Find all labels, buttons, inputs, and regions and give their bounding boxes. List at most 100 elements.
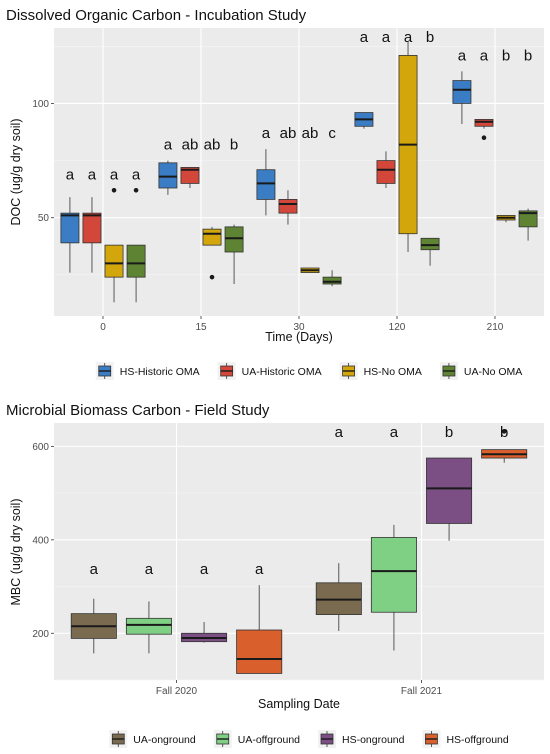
significance-letter: b <box>230 137 238 154</box>
boxplot <box>82 197 102 273</box>
legend-label: HS-Historic OMA <box>120 366 200 378</box>
box <box>202 228 222 246</box>
boxplot <box>354 112 374 129</box>
box <box>426 457 473 524</box>
significance-letter: a <box>382 29 391 46</box>
boxplot <box>300 267 320 273</box>
significance-letter: a <box>110 166 119 183</box>
boxplot <box>202 226 222 280</box>
boxplot <box>125 601 172 654</box>
legend-label: UA-offground <box>238 734 300 746</box>
outlier-point <box>133 187 139 193</box>
panel1-y-axis-title: DOC (ug/g dry soil) <box>9 119 23 226</box>
outlier-point <box>501 429 507 434</box>
boxplot <box>70 598 117 654</box>
legend-item: HS-offground <box>422 730 509 748</box>
boxplot <box>370 524 417 651</box>
significance-letter: b <box>500 424 508 441</box>
legend-label: HS-onground <box>342 734 405 746</box>
panel1-legend: HS-Historic OMA UA-Historic OMA HS-No OMA U… <box>95 362 522 380</box>
significance-letter: a <box>88 166 97 183</box>
boxplot <box>104 187 124 303</box>
x-tick-label: 30 <box>293 322 305 333</box>
significance-letter: a <box>480 47 489 64</box>
x-tick-label: Fall 2020 <box>156 686 198 697</box>
boxplot <box>180 167 200 188</box>
box <box>60 212 80 244</box>
significance-letter: a <box>255 561 264 578</box>
box <box>474 119 494 127</box>
panel2-x-axis: Fall 2020 Fall 2021 <box>156 680 443 697</box>
box <box>322 276 342 285</box>
panel1-title: Dissolved Organic Carbon - Incubation St… <box>6 7 307 24</box>
box <box>158 162 178 189</box>
legend-item: UA-No OMA <box>439 362 522 380</box>
significance-letter: ab <box>302 125 319 142</box>
significance-letter: a <box>262 125 271 142</box>
legend-item: HS-onground <box>318 730 405 748</box>
significance-letter: b <box>445 424 453 441</box>
boxplot <box>236 585 283 674</box>
significance-letter: a <box>145 561 154 578</box>
box <box>420 237 440 251</box>
x-tick-label: Fall 2021 <box>401 686 443 697</box>
significance-letter: a <box>404 29 413 46</box>
boxplot <box>256 149 276 216</box>
boxplot <box>278 190 298 225</box>
significance-letter: a <box>458 47 467 64</box>
box <box>376 160 396 184</box>
y-tick-label: 200 <box>32 629 49 640</box>
x-tick-label: 120 <box>389 322 406 333</box>
boxplot <box>518 208 538 241</box>
panel2-legend: UA-onground UA-offground HS-onground HS-off… <box>109 730 509 748</box>
significance-letter: a <box>90 561 99 578</box>
panel2-significance-letters: a a a a a a b b <box>90 424 509 578</box>
boxplot <box>452 71 472 124</box>
significance-letter: a <box>360 29 369 46</box>
box <box>180 167 200 184</box>
box <box>82 212 102 244</box>
panel1-boxes <box>60 41 538 303</box>
significance-letter: b <box>502 47 510 64</box>
y-tick-label: 400 <box>32 535 49 546</box>
legend-label: HS-offground <box>446 734 508 746</box>
x-tick-label: 0 <box>100 322 106 333</box>
boxplot <box>481 429 528 463</box>
boxplot <box>376 151 396 188</box>
box <box>370 537 417 613</box>
legend-label: UA-onground <box>133 734 196 746</box>
panel1-y-axis: 50 100 <box>32 99 54 224</box>
boxplot <box>181 622 228 643</box>
significance-letter: c <box>328 125 336 142</box>
significance-letter: b <box>524 47 532 64</box>
panel2-boxes <box>70 429 528 674</box>
panel1-significance-letters: a a a aa ab ab ba ab ab ca a a ba a b b <box>66 29 532 183</box>
y-tick-label: 600 <box>32 442 49 453</box>
legend-item: HS-Historic OMA <box>95 362 200 380</box>
significance-letter: a <box>164 137 173 154</box>
significance-letter: ab <box>182 137 199 154</box>
box <box>278 199 298 214</box>
boxplot <box>420 237 440 266</box>
panel1-x-axis-title: Time (Days) <box>265 330 333 344</box>
significance-letter: a <box>66 166 75 183</box>
box <box>104 244 124 278</box>
significance-letter: a <box>200 561 209 578</box>
boxplot <box>126 187 146 303</box>
significance-letter: a <box>335 424 344 441</box>
outlier-point <box>111 187 117 193</box>
outlier-point <box>209 274 215 280</box>
box <box>452 80 472 104</box>
legend-item: UA-offground <box>213 730 300 748</box>
panel2-y-axis: 200 400 600 <box>32 442 54 640</box>
legend-item: UA-Historic OMA <box>217 362 322 380</box>
panel2-y-axis-title: MBC (ug/g dry soil) <box>9 499 23 606</box>
boxplot <box>496 215 516 223</box>
boxplot <box>474 119 494 141</box>
x-tick-label: 210 <box>487 322 504 333</box>
legend-item: UA-onground <box>109 730 196 748</box>
significance-letter: ab <box>204 137 221 154</box>
legend-label: HS-No OMA <box>364 366 422 378</box>
boxplot <box>60 197 80 273</box>
x-tick-label: 15 <box>195 322 207 333</box>
